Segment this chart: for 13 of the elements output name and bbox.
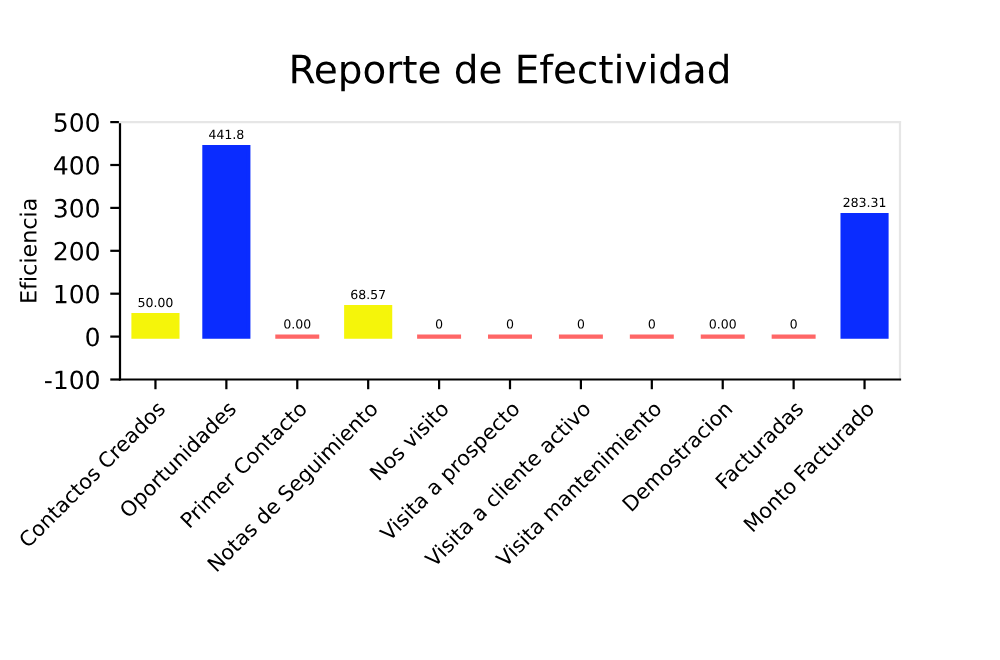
bar bbox=[202, 144, 251, 339]
bar bbox=[344, 305, 393, 339]
y-tick-label: 300 bbox=[54, 198, 99, 218]
y-tick-label: 100 bbox=[55, 284, 99, 304]
y-tick-label: 400 bbox=[54, 155, 99, 175]
y-tick-label: -100 bbox=[45, 370, 99, 390]
y-tick-label: 200 bbox=[54, 241, 99, 261]
y-axis-title: Eficiencia bbox=[19, 199, 37, 302]
bar bbox=[131, 313, 180, 339]
y-tick-label: 500 bbox=[54, 113, 99, 132]
y-tick-label: 0 bbox=[86, 327, 99, 347]
bar bbox=[840, 212, 889, 339]
chart-title: Reporte de Efectividad bbox=[292, 53, 728, 92]
